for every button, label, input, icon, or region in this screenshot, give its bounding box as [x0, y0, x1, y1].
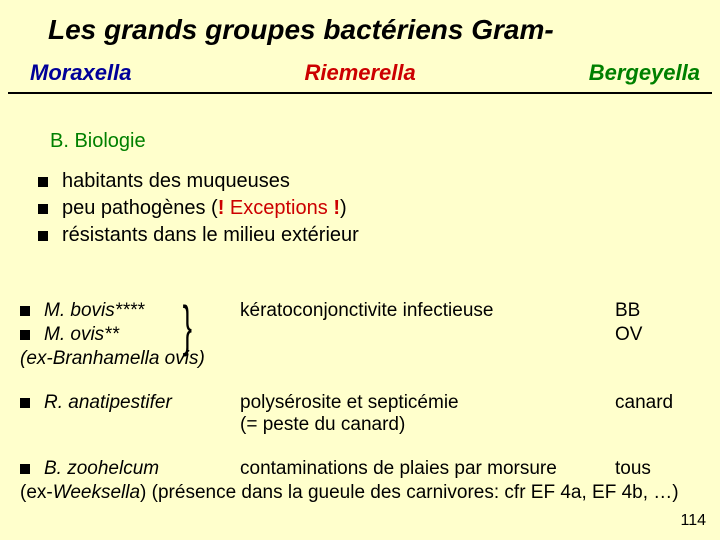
- bullet-item: peu pathogènes (! Exceptions !): [38, 197, 690, 220]
- disease-cell: polysérosite et septicémie (= peste du c…: [240, 392, 615, 436]
- host-cell: canard: [615, 392, 710, 414]
- bullet-list: habitants des muqueuses peu pathogènes (…: [38, 170, 690, 251]
- bullet-icon: [38, 231, 48, 241]
- table-row: (ex-Branhamella ovis): [20, 348, 710, 370]
- genus-moraxella: Moraxella: [30, 60, 132, 86]
- horizontal-rule: [8, 92, 712, 94]
- slide: Les grands groupes bactériens Gram- Mora…: [0, 0, 720, 540]
- host-cell: OV: [615, 324, 710, 346]
- genus-row: Moraxella Riemerella Bergeyella: [30, 60, 700, 86]
- bullet-item: habitants des muqueuses: [38, 170, 690, 193]
- table-row: (ex-Weeksella) (présence dans la gueule …: [20, 482, 710, 504]
- bullet-icon: [20, 306, 30, 316]
- bullet-text: habitants des muqueuses: [62, 170, 290, 193]
- table-row: M. ovis** OV: [20, 324, 710, 346]
- disease-cell: contaminations de plaies par morsure: [240, 458, 615, 480]
- species-note: (ex-Branhamella ovis): [20, 348, 205, 370]
- bullet-icon: [20, 464, 30, 474]
- slide-title: Les grands groupes bactériens Gram-: [48, 14, 700, 46]
- bullet-text: résistants dans le milieu extérieur: [62, 224, 359, 247]
- section-heading: B. Biologie: [50, 130, 146, 153]
- bullet-icon: [38, 204, 48, 214]
- bullet-icon: [20, 330, 30, 340]
- species-table: M. bovis**** kératoconjonctivite infecti…: [20, 300, 710, 506]
- species-cell: M. ovis**: [20, 324, 240, 346]
- species-cell: B. zoohelcum: [20, 458, 240, 480]
- table-row: M. bovis**** kératoconjonctivite infecti…: [20, 300, 710, 322]
- table-row: B. zoohelcum contaminations de plaies pa…: [20, 458, 710, 480]
- species-note: (ex-Weeksella) (présence dans la gueule …: [20, 482, 679, 504]
- bullet-icon: [20, 398, 30, 408]
- species-cell: R. anatipestifer: [20, 392, 240, 414]
- page-number: 114: [680, 512, 706, 530]
- genus-riemerella: Riemerella: [304, 60, 415, 86]
- bullet-item: résistants dans le milieu extérieur: [38, 224, 690, 247]
- host-cell: BB: [615, 300, 710, 322]
- bullet-text: peu pathogènes (! Exceptions !): [62, 197, 347, 220]
- species-cell: M. bovis****: [20, 300, 240, 322]
- disease-cell: kératoconjonctivite infectieuse: [240, 300, 615, 322]
- bullet-icon: [38, 177, 48, 187]
- table-row: R. anatipestifer polysérosite et septicé…: [20, 392, 710, 436]
- spacer: [20, 438, 710, 458]
- spacer: [20, 372, 710, 392]
- exclaim-icon: !: [333, 197, 340, 219]
- genus-bergeyella: Bergeyella: [589, 60, 700, 86]
- host-cell: tous: [615, 458, 710, 480]
